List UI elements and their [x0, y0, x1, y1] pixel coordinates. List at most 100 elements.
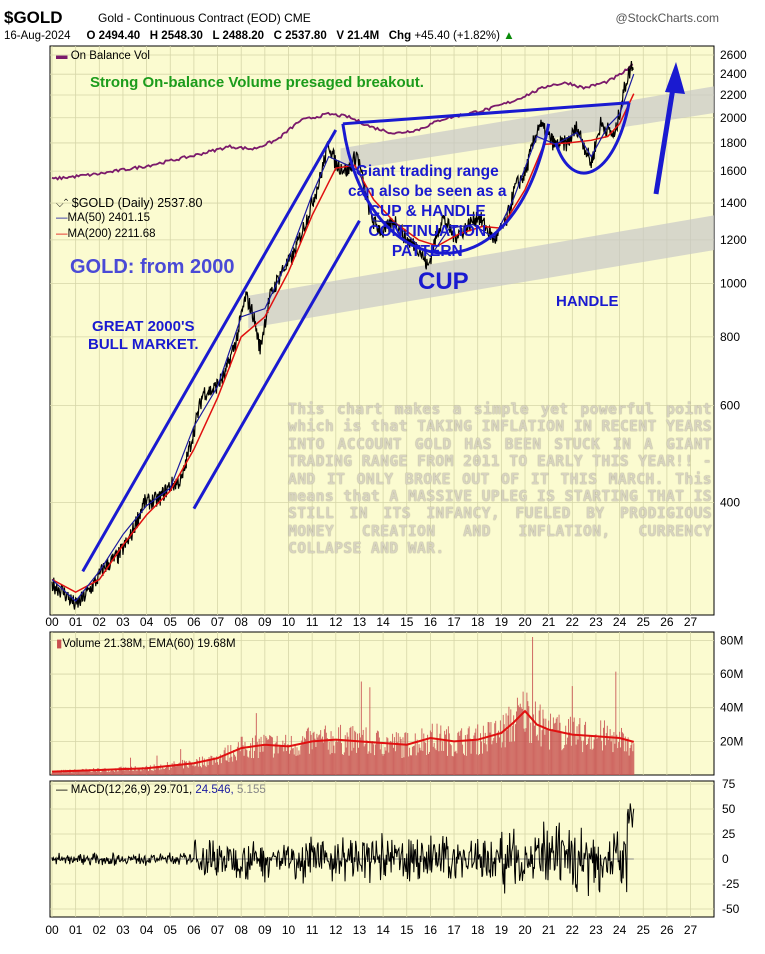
- x-tick-label: 19: [495, 615, 509, 629]
- y-tick-label: 0: [722, 852, 729, 866]
- x-tick-label: 16: [424, 615, 438, 629]
- x-tick-label: 04: [140, 923, 154, 937]
- x-tick-label: 18: [471, 615, 485, 629]
- x-tick-label: 12: [329, 615, 343, 629]
- y-tick-label: 400: [720, 496, 740, 510]
- y-tick-label: 60M: [720, 667, 743, 681]
- cup-label: CUP: [418, 268, 469, 295]
- x-tick-label: 23: [589, 615, 603, 629]
- x-tick-label: 15: [400, 615, 414, 629]
- close: C 2537.80: [273, 30, 327, 42]
- x-tick-label: 25: [637, 923, 651, 937]
- x-tick-label: 26: [660, 923, 674, 937]
- x-tick-label: 24: [613, 615, 627, 629]
- gold-from-title: GOLD: from 2000: [70, 256, 235, 278]
- x-tick-label: 26: [660, 615, 674, 629]
- x-tick-label: 24: [613, 923, 627, 937]
- y-tick-label: 40M: [720, 701, 743, 715]
- x-tick-label: 17: [447, 923, 461, 937]
- x-tick-label: 01: [69, 923, 83, 937]
- handle-label: HANDLE: [556, 293, 619, 310]
- x-tick-label: 15: [400, 923, 414, 937]
- arrow-head-icon: [665, 62, 685, 94]
- source-label: @StockCharts.com: [615, 11, 719, 25]
- y-tick-label: 1200: [720, 233, 747, 247]
- x-tick-label: 20: [518, 923, 532, 937]
- obv-line: [51, 63, 634, 181]
- x-tick-label: 04: [140, 615, 154, 629]
- x-tick-label: 00: [45, 615, 59, 629]
- x-tick-label: 01: [69, 615, 83, 629]
- y-tick-label: 50: [722, 802, 736, 816]
- macd-line: [51, 803, 635, 897]
- chart-subtitle: Gold - Continuous Contract (EOD) CME: [98, 11, 311, 25]
- x-tick-label: 16: [424, 923, 438, 937]
- bull-market-label: GREAT 2000'S BULL MARKET.: [88, 318, 199, 353]
- y-tick-label: 25: [722, 827, 736, 841]
- x-tick-label: 03: [116, 615, 130, 629]
- x-tick-label: 13: [353, 615, 367, 629]
- range-note: Giant trading range can also be seen as …: [348, 163, 507, 260]
- y-tick-label: 1600: [720, 164, 747, 178]
- breakout-arrow: [653, 87, 676, 195]
- volume-legend: ▮Volume 21.38M, EMA(60) 19.68M: [56, 638, 236, 650]
- x-tick-label: 27: [684, 615, 698, 629]
- x-tick-label: 12: [329, 923, 343, 937]
- x-tick-label: 07: [211, 615, 225, 629]
- x-tick-label: 21: [542, 615, 556, 629]
- cup-rim-line: [342, 101, 630, 126]
- y-tick-label: 80M: [720, 633, 743, 647]
- gold-price-line: [51, 61, 634, 610]
- x-tick-label: 02: [93, 615, 107, 629]
- volume-ema-line: [51, 709, 635, 773]
- y-tick-label: 800: [720, 330, 740, 344]
- x-tick-label: 14: [376, 615, 390, 629]
- x-tick-label: 05: [164, 923, 178, 937]
- y-tick-label: 2000: [720, 111, 747, 125]
- x-tick-label: 20: [518, 615, 532, 629]
- date: 16-Aug-2024: [4, 30, 71, 42]
- y-tick-label: 2400: [720, 67, 747, 81]
- price-panel: [49, 45, 715, 616]
- x-tick-label: 06: [187, 615, 201, 629]
- y-tick-label: -50: [722, 902, 740, 916]
- gold-legend: ⌵⌃ $GOLD (Daily) 2537.80: [56, 196, 203, 210]
- high: H 2548.30: [149, 30, 203, 42]
- y-tick-label: 600: [720, 399, 740, 413]
- x-tick-label: 08: [235, 615, 249, 629]
- cup-arc: [341, 123, 551, 255]
- x-tick-label: 18: [471, 923, 485, 937]
- ticker-symbol: $GOLD: [4, 8, 63, 27]
- support-band: [248, 215, 715, 329]
- x-tick-label: 11: [306, 615, 319, 629]
- x-tick-label: 25: [637, 615, 651, 629]
- x-tick-label: 27: [684, 923, 698, 937]
- y-tick-label: 1000: [720, 277, 747, 291]
- x-tick-label: 05: [164, 615, 178, 629]
- y-tick-label: 2600: [720, 48, 747, 62]
- y-tick-label: 1400: [720, 196, 747, 210]
- y-tick-label: 75: [722, 777, 736, 791]
- ma200-legend: —MA(200) 2211.68: [56, 228, 156, 240]
- obv-legend: ▬ On Balance Vol: [56, 50, 150, 62]
- ma50-legend: —MA(50) 2401.15: [56, 212, 150, 224]
- x-tick-label: 13: [353, 923, 367, 937]
- x-tick-label: 09: [258, 923, 272, 937]
- low: L 2488.20: [212, 30, 265, 42]
- x-tick-label: 07: [211, 923, 225, 937]
- commentary-text: This chart makes a simple yet powerful p…: [288, 401, 712, 558]
- obv-note: Strong On-balance Volume presaged breako…: [90, 74, 424, 91]
- x-tick-label: 10: [282, 923, 296, 937]
- y-tick-label: 20M: [720, 734, 743, 748]
- x-tick-label: 22: [566, 923, 580, 937]
- x-tick-label: 03: [116, 923, 130, 937]
- x-tick-label: 17: [447, 615, 461, 629]
- up-arrow-icon: ▲: [503, 30, 515, 42]
- channel-lower-line: [192, 220, 361, 510]
- x-tick-label: 02: [93, 923, 107, 937]
- ohlc-row: 16-Aug-2024 O 2494.40 H 2548.30 L 2488.2…: [4, 30, 515, 42]
- volume: V 21.4M: [336, 30, 380, 42]
- open: O 2494.40: [86, 30, 141, 42]
- x-tick-label: 19: [495, 923, 509, 937]
